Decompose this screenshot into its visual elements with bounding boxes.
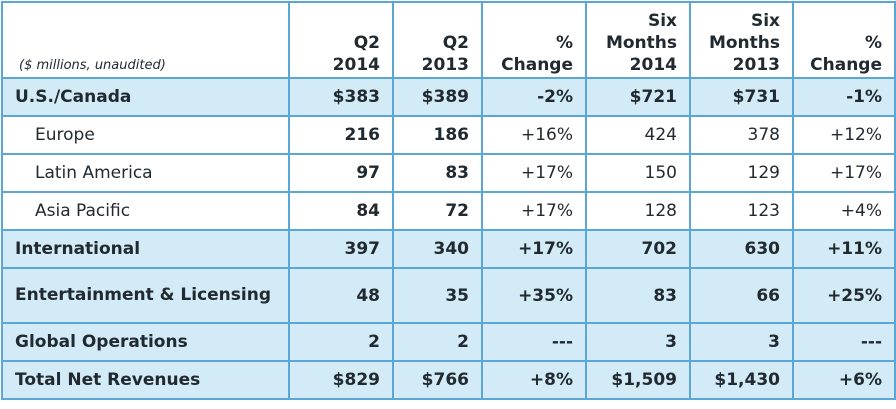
cell: $766 <box>392 360 483 400</box>
col-header-six-months-2014: Six Months 2014 <box>585 1 691 79</box>
cell: +4% <box>792 191 896 231</box>
row-label: Entertainment & Licensing <box>1 267 290 324</box>
cell: 97 <box>288 153 394 193</box>
cell: $829 <box>288 360 394 400</box>
cell: 128 <box>585 191 691 231</box>
cell: 35 <box>392 267 483 324</box>
cell: 150 <box>585 153 691 193</box>
cell: 66 <box>689 267 794 324</box>
table-row: International 397 340 +17% 702 630 +11% <box>1 229 896 269</box>
cell: $389 <box>392 77 483 117</box>
header-row: ($ millions, unaudited) Q2 2014 Q2 2013 % C… <box>1 1 896 79</box>
table-row: Global Operations 2 2 --- 3 3 --- <box>1 322 896 362</box>
cell: 84 <box>288 191 394 231</box>
cell: +17% <box>481 229 587 269</box>
cell: $731 <box>689 77 794 117</box>
col-header-six-months-2013: Six Months 2013 <box>689 1 794 79</box>
cell: 216 <box>288 115 394 155</box>
cell: 48 <box>288 267 394 324</box>
cell: $383 <box>288 77 394 117</box>
cell: $721 <box>585 77 691 117</box>
cell: $1,509 <box>585 360 691 400</box>
cell: 2 <box>392 322 483 362</box>
cell: --- <box>481 322 587 362</box>
cell: 3 <box>585 322 691 362</box>
cell: 397 <box>288 229 394 269</box>
units-label: ($ millions, unaudited) <box>1 1 290 79</box>
table-row: Europe 216 186 +16% 424 378 +12% <box>1 115 896 155</box>
cell: +12% <box>792 115 896 155</box>
cell: +25% <box>792 267 896 324</box>
cell: $1,430 <box>689 360 794 400</box>
cell: 340 <box>392 229 483 269</box>
cell: +6% <box>792 360 896 400</box>
cell: 83 <box>392 153 483 193</box>
cell: 3 <box>689 322 794 362</box>
row-label: U.S./Canada <box>1 77 290 117</box>
cell: 83 <box>585 267 691 324</box>
cell: 2 <box>288 322 394 362</box>
cell: 129 <box>689 153 794 193</box>
row-label: Global Operations <box>1 322 290 362</box>
col-header-q2-2013: Q2 2013 <box>392 1 483 79</box>
cell: 123 <box>689 191 794 231</box>
cell: +17% <box>481 153 587 193</box>
table-row: Asia Pacific 84 72 +17% 128 123 +4% <box>1 191 896 231</box>
cell: +8% <box>481 360 587 400</box>
cell: +16% <box>481 115 587 155</box>
row-label: Asia Pacific <box>1 191 290 231</box>
cell: -1% <box>792 77 896 117</box>
cell: +11% <box>792 229 896 269</box>
table-row: U.S./Canada $383 $389 -2% $721 $731 -1% <box>1 77 896 117</box>
cell: -2% <box>481 77 587 117</box>
cell: 186 <box>392 115 483 155</box>
cell: +35% <box>481 267 587 324</box>
row-label: Total Net Revenues <box>1 360 290 400</box>
cell: 702 <box>585 229 691 269</box>
cell: 424 <box>585 115 691 155</box>
row-label: International <box>1 229 290 269</box>
table-row: Latin America 97 83 +17% 150 129 +17% <box>1 153 896 193</box>
revenue-table: ($ millions, unaudited) Q2 2014 Q2 2013 % C… <box>1 1 896 400</box>
row-label: Latin America <box>1 153 290 193</box>
cell: 72 <box>392 191 483 231</box>
cell: +17% <box>481 191 587 231</box>
table-row: Total Net Revenues $829 $766 +8% $1,509 … <box>1 360 896 400</box>
cell: +17% <box>792 153 896 193</box>
table-row: Entertainment & Licensing 48 35 +35% 83 … <box>1 267 896 324</box>
cell: 378 <box>689 115 794 155</box>
col-header-q2-2014: Q2 2014 <box>288 1 394 79</box>
row-label: Europe <box>1 115 290 155</box>
col-header-six-months-change: % Change <box>792 1 896 79</box>
cell: 630 <box>689 229 794 269</box>
cell: --- <box>792 322 896 362</box>
col-header-q2-change: % Change <box>481 1 587 79</box>
